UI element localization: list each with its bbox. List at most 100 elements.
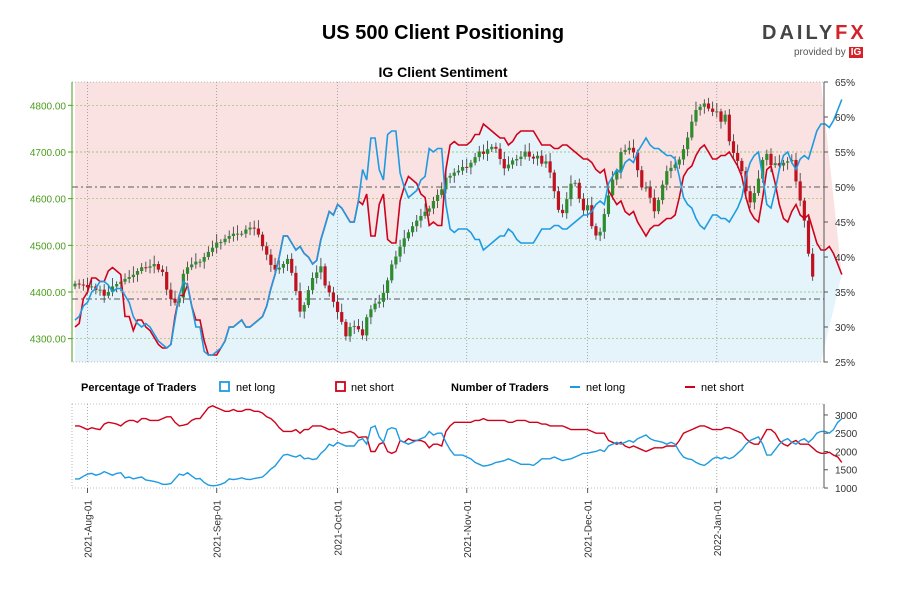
dailyfx-logo: DAILYFX provided by IG xyxy=(762,22,872,62)
candle-body xyxy=(223,238,227,243)
candle-body xyxy=(160,269,165,272)
candle-body xyxy=(444,177,448,190)
candle-body xyxy=(419,215,423,221)
candle-body xyxy=(281,264,285,268)
price-tick-label: 4800.00 xyxy=(30,101,67,112)
ig-badge: IG xyxy=(848,47,864,58)
price-tick-label: 4400.00 xyxy=(30,288,67,299)
candle-body xyxy=(786,161,790,163)
candle-body xyxy=(215,242,219,248)
candle-body xyxy=(319,266,323,273)
sentiment-tick-label: 50% xyxy=(835,183,855,194)
sentiment-tick-label: 45% xyxy=(835,218,855,229)
candle-body xyxy=(640,170,644,188)
price-tick-label: 4500.00 xyxy=(30,241,67,252)
sentiment-tick-label: 25% xyxy=(835,358,855,369)
sentiment-tick-label: 60% xyxy=(835,113,855,124)
sentiment-tick-label: 35% xyxy=(835,288,855,299)
logo-sub-text: provided by xyxy=(794,47,846,58)
candle-body xyxy=(148,266,152,268)
candle-body xyxy=(135,271,140,275)
date-tick-label: 2021-Sep-01 xyxy=(213,500,224,558)
candle-body xyxy=(773,163,777,166)
candle-body xyxy=(552,172,556,192)
candle-body xyxy=(536,155,540,159)
candle-body xyxy=(427,208,431,212)
candle-body xyxy=(435,194,440,201)
candle-body xyxy=(198,261,202,263)
legend-short-swatch xyxy=(335,381,346,392)
sentiment-tick-label: 65% xyxy=(835,78,855,89)
candle-body xyxy=(811,253,815,277)
candle-body xyxy=(469,162,473,168)
candle-body xyxy=(431,201,436,209)
candle-body xyxy=(548,161,552,173)
candle-body xyxy=(652,197,656,212)
candle-body xyxy=(348,327,352,337)
candle-body xyxy=(736,152,740,161)
candle-body xyxy=(615,171,619,180)
candle-body xyxy=(731,141,736,153)
candle-body xyxy=(727,114,731,142)
candle-body xyxy=(544,161,548,164)
candle-body xyxy=(440,189,444,195)
candle-body xyxy=(123,278,127,282)
candle-body xyxy=(781,162,786,166)
candle-body xyxy=(356,326,360,330)
candle-body xyxy=(73,283,77,287)
candle-body xyxy=(748,191,752,203)
candle-body xyxy=(406,232,411,239)
candle-body xyxy=(190,264,194,268)
candle-body xyxy=(460,166,465,171)
candle-body xyxy=(494,146,498,149)
candle-body xyxy=(806,220,811,254)
candle-body xyxy=(777,163,781,166)
candle-body xyxy=(565,199,569,214)
candle-body xyxy=(452,172,456,176)
candle-body xyxy=(173,299,177,303)
candle-body xyxy=(110,286,115,292)
candle-body xyxy=(690,121,694,138)
candle-body xyxy=(377,301,381,304)
candle-body xyxy=(244,229,248,234)
candle-body xyxy=(627,147,631,151)
candle-body xyxy=(152,264,156,267)
net-short-count-line xyxy=(75,405,843,463)
candle-body xyxy=(502,159,506,169)
candle-body xyxy=(369,309,373,318)
candle-body xyxy=(648,187,652,198)
count-tick-label: 1500 xyxy=(835,466,858,477)
candle-body xyxy=(702,103,706,107)
candle-body xyxy=(390,264,394,281)
price-tick-label: 4300.00 xyxy=(30,335,67,346)
net-long-pct-line xyxy=(74,99,843,356)
candle-body xyxy=(456,170,461,173)
legend-num-title: Number of Traders xyxy=(451,382,549,394)
legend-pct-short: net short xyxy=(351,382,394,394)
sentiment-tick-label: 55% xyxy=(835,148,855,159)
candle-body xyxy=(394,256,398,265)
legend-pct-long: net long xyxy=(236,382,275,394)
candle-body xyxy=(210,247,215,252)
count-tick-label: 2000 xyxy=(835,447,858,458)
candle-body xyxy=(269,254,273,265)
legend-long-swatch xyxy=(219,381,230,392)
candle-body xyxy=(515,159,519,161)
candle-body xyxy=(506,164,511,169)
candle-body xyxy=(706,103,711,109)
candle-body xyxy=(194,261,198,265)
candle-body xyxy=(306,290,310,306)
candle-body xyxy=(248,227,252,230)
candle-body xyxy=(673,164,677,168)
candle-body xyxy=(598,231,602,236)
candle-body xyxy=(315,272,319,278)
candle-body xyxy=(573,182,577,184)
candle-body xyxy=(85,285,90,288)
candle-body xyxy=(260,234,265,247)
candle-body xyxy=(761,159,765,179)
candle-body xyxy=(415,220,419,227)
candle-body xyxy=(802,200,806,221)
candle-body xyxy=(323,266,327,286)
candle-body xyxy=(240,233,244,235)
